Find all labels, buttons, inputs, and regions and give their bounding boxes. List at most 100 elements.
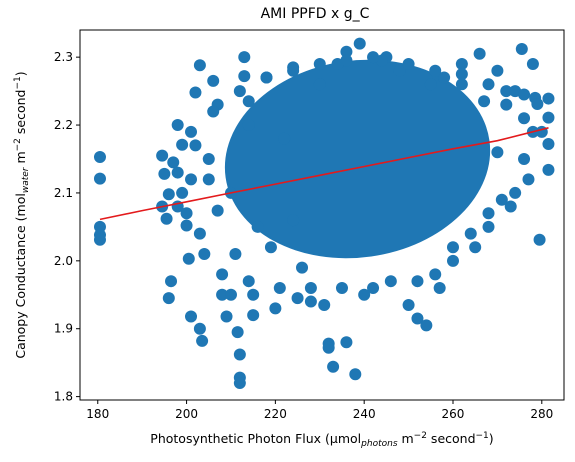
scatter-point <box>265 241 277 253</box>
scatter-point <box>314 78 326 90</box>
scatter-point <box>411 275 423 287</box>
scatter-point <box>243 119 255 131</box>
scatter-point <box>429 65 441 77</box>
scatter-point <box>185 173 197 185</box>
scatter-point <box>516 43 528 55</box>
y-axis-label-close: ) <box>13 71 28 76</box>
y-tick-label: 2.0 <box>54 254 73 268</box>
scatter-point <box>305 296 317 308</box>
x-axis-label-end: second <box>427 431 476 446</box>
scatter-point <box>172 167 184 179</box>
scatter-point <box>225 289 237 301</box>
scatter-point <box>181 220 193 232</box>
scatter-point <box>94 234 106 246</box>
scatter-point <box>478 95 490 107</box>
scatter-point <box>491 65 503 77</box>
scatter-point <box>234 377 246 389</box>
scatter-point <box>158 168 170 180</box>
scatter-point <box>358 289 370 301</box>
x-tick-label: 200 <box>175 407 198 421</box>
y-axis-label-mid: m <box>13 151 28 167</box>
scatter-point <box>252 221 264 233</box>
scatter-point <box>483 207 495 219</box>
scatter-point <box>340 336 352 348</box>
scatter-point <box>207 105 219 117</box>
scatter-point <box>287 214 299 226</box>
y-tick-label: 2.3 <box>54 50 73 64</box>
x-axis-label-close: ) <box>489 431 494 446</box>
scatter-point <box>425 78 437 90</box>
scatter-point <box>336 282 348 294</box>
scatter-point <box>447 255 459 267</box>
y-axis-label-end: second <box>13 90 28 139</box>
scatter-point <box>542 112 554 124</box>
x-axis-label-sup2: −1 <box>476 431 489 441</box>
scatter-point <box>247 289 259 301</box>
scatter-point <box>196 335 208 347</box>
x-axis-label-main: Photosynthetic Photon Flux (µmol <box>150 431 361 446</box>
scatter-point <box>176 187 188 199</box>
scatter-point <box>165 275 177 287</box>
scatter-point <box>243 275 255 287</box>
scatter-point <box>163 188 175 200</box>
scatter-point <box>429 268 441 280</box>
scatter-point <box>207 75 219 87</box>
x-tick-label: 180 <box>86 407 109 421</box>
scatter-point <box>203 173 215 185</box>
scatter-point <box>354 38 366 50</box>
scatter-point <box>305 282 317 294</box>
scatter-point <box>176 139 188 151</box>
scatter-point <box>221 310 233 322</box>
scatter-point <box>198 248 210 260</box>
y-tick-label: 1.8 <box>54 390 73 404</box>
scatter-point <box>189 86 201 98</box>
scatter-point <box>469 241 481 253</box>
scatter-point <box>229 248 241 260</box>
scatter-point <box>194 228 206 240</box>
scatter-point <box>94 151 106 163</box>
scatter-point <box>243 95 255 107</box>
scatter-point <box>385 275 397 287</box>
x-tick-label: 280 <box>530 407 553 421</box>
scatter-point <box>183 253 195 265</box>
scatter-point <box>465 228 477 240</box>
scatter-point <box>234 349 246 361</box>
scatter-point <box>203 153 215 165</box>
scatter-point <box>247 309 259 321</box>
y-axis-label-main: Canopy Conductance (mol <box>13 193 28 359</box>
scatter-point <box>292 292 304 304</box>
y-axis-label-sup2: −1 <box>13 76 23 89</box>
x-axis-label-mid: m <box>398 431 414 446</box>
scatter-point <box>172 119 184 131</box>
scatter-point <box>238 51 250 63</box>
scatter-point <box>420 319 432 331</box>
scatter-point <box>234 85 246 97</box>
scatter-point <box>185 310 197 322</box>
scatter-point <box>518 88 530 100</box>
scatter-point <box>194 323 206 335</box>
scatter-point <box>181 207 193 219</box>
scatter-point <box>542 164 554 176</box>
scatter-point <box>94 173 106 185</box>
y-tick-label: 1.9 <box>54 322 73 336</box>
scatter-point <box>434 282 446 294</box>
scatter-point <box>185 126 197 138</box>
scatter-point <box>500 99 512 111</box>
y-axis-label-subscript: water <box>21 166 31 193</box>
x-tick-label: 220 <box>264 407 287 421</box>
x-axis-label-subscript: photons <box>360 439 398 449</box>
scatter-point <box>403 58 415 70</box>
scatter-point <box>531 98 543 110</box>
scatter-point <box>522 173 534 185</box>
scatter-point <box>212 205 224 217</box>
scatter-point <box>238 70 250 82</box>
scatter-point <box>340 55 352 67</box>
scatter-point <box>518 153 530 165</box>
y-tick-label: 2.2 <box>54 118 73 132</box>
chart-title: AMI PPFD x g_C <box>261 6 370 22</box>
scatter-point <box>496 194 508 206</box>
scatter-point <box>163 292 175 304</box>
scatter-point <box>447 241 459 253</box>
scatter-point <box>269 302 281 314</box>
